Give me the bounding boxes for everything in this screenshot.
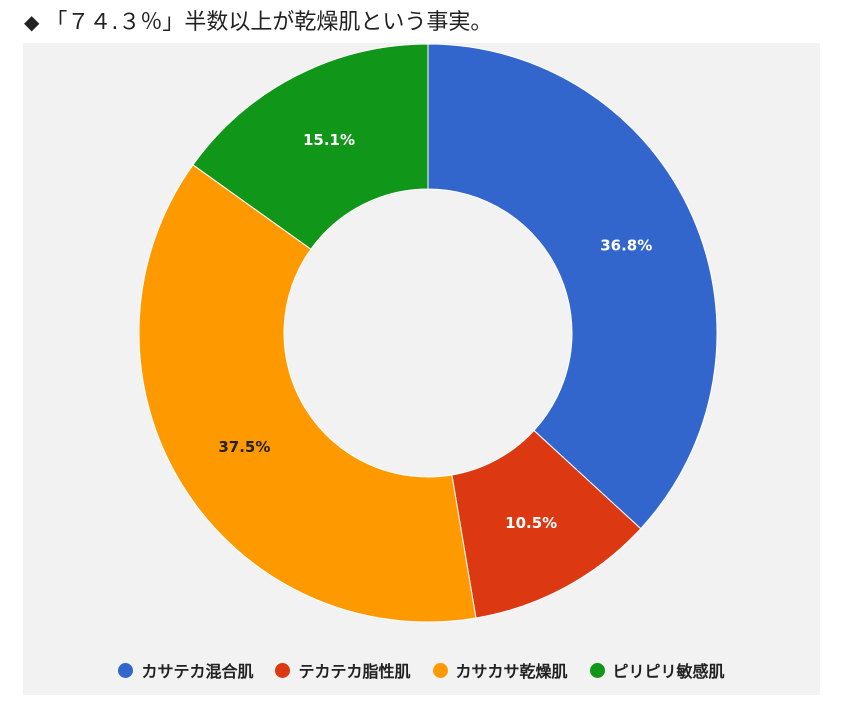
legend-dot-icon — [275, 662, 291, 678]
slice-label-2: 37.5% — [218, 438, 270, 456]
slice-label-0: 36.8% — [600, 237, 652, 255]
diamond-bullet-icon: ◆ — [24, 10, 40, 34]
slice-label-1: 10.5% — [505, 514, 557, 532]
legend-label-3: ピリピリ敏感肌 — [612, 662, 725, 681]
legend-dot-icon — [118, 662, 134, 678]
legend-item-3: ピリピリ敏感肌 — [589, 658, 725, 682]
legend-label-2: カサカサ乾燥肌 — [455, 662, 568, 681]
page-heading: ◆ 「７４.３％」半数以上が乾燥肌という事実。 — [24, 6, 492, 38]
legend-dot-icon — [589, 662, 605, 678]
slice-3 — [192, 43, 429, 250]
legend-label-1: テカテカ脂性肌 — [298, 662, 411, 681]
legend-label-0: カサテカ混合肌 — [141, 662, 254, 681]
legend-dot-icon — [432, 662, 448, 678]
donut-chart: 36.8% 10.5% 37.5% 15.1% — [138, 43, 718, 623]
heading-text: 「７４.３％」半数以上が乾燥肌という事実。 — [45, 10, 493, 35]
slice-label-3: 15.1% — [303, 131, 355, 149]
legend-item-0: カサテカ混合肌 — [118, 658, 253, 682]
legend-item-1: テカテカ脂性肌 — [275, 658, 411, 682]
legend-item-2: カサカサ乾燥肌 — [432, 658, 568, 682]
chart-panel: 36.8% 10.5% 37.5% 15.1% カサテカ混合肌 テカテカ脂性肌 カサカサ乾… — [23, 43, 820, 695]
slice-2 — [138, 164, 477, 623]
slice-0 — [427, 43, 718, 530]
chart-legend: カサテカ混合肌 テカテカ脂性肌 カサカサ乾燥肌 ピリピリ敏感肌 — [23, 655, 820, 685]
